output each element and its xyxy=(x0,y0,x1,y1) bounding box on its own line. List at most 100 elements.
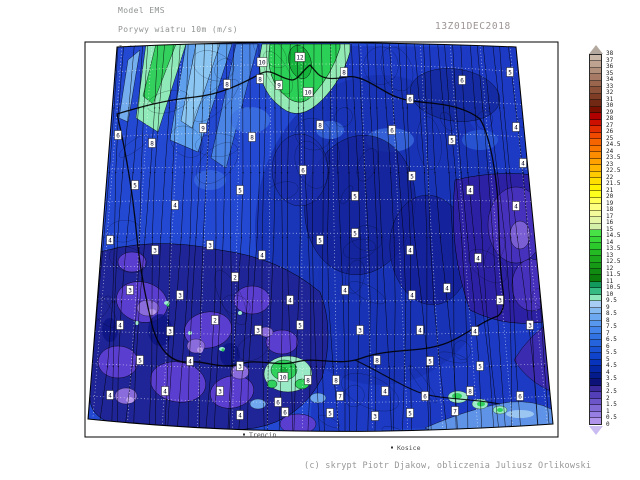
graticule-parallel xyxy=(97,298,541,302)
station-value: 8 xyxy=(316,120,324,130)
station-value: 8 xyxy=(256,74,264,84)
station-value: 3 xyxy=(496,295,504,305)
station-value: 5 xyxy=(326,408,334,418)
station-value: 8 xyxy=(148,138,156,148)
contour-line xyxy=(623,267,640,315)
station-value: 4 xyxy=(171,200,179,210)
colorbar-cell xyxy=(590,236,601,244)
colorbar-tick-label: 14 xyxy=(606,238,614,246)
station-value: 8 xyxy=(304,375,312,385)
station-value: 4 xyxy=(258,250,266,260)
svg-text:5: 5 xyxy=(478,363,482,370)
svg-text:2: 2 xyxy=(213,317,217,324)
graticule-parallel xyxy=(94,330,544,336)
station-value: 3 xyxy=(526,320,534,330)
svg-text:4: 4 xyxy=(418,327,422,334)
station-value: 4 xyxy=(106,235,114,245)
colorbar-cell xyxy=(590,55,601,62)
station-value: 4 xyxy=(286,295,294,305)
colorbar-tick-label: 26 xyxy=(606,128,614,136)
contour-line xyxy=(381,426,429,432)
station-value: 7 xyxy=(336,391,344,401)
colorbar-tick-label: 6 xyxy=(606,342,610,350)
colorbar-cell xyxy=(590,398,601,406)
station-value: 3 xyxy=(356,325,364,335)
colorbar-cell xyxy=(590,204,601,211)
colorbar-tick-label: 34 xyxy=(606,76,614,84)
colorbar-cell xyxy=(590,152,601,159)
svg-text:6: 6 xyxy=(460,77,464,84)
svg-text:4: 4 xyxy=(118,322,122,329)
colorbar-cell xyxy=(590,385,601,393)
colorbar-tick-label: 2.5 xyxy=(606,388,617,396)
colorbar-cell xyxy=(590,139,601,146)
station-value: 7 xyxy=(451,406,459,416)
svg-text:8: 8 xyxy=(306,377,310,384)
colorbar-tick-label: 21.5 xyxy=(606,180,621,188)
wind-streamline xyxy=(247,43,261,432)
station-value: 8 xyxy=(223,79,231,89)
colorbar-cell xyxy=(590,132,601,140)
colorbar-cell xyxy=(590,113,601,120)
station-value: 9 xyxy=(275,80,283,90)
contour-line xyxy=(341,373,400,412)
station-value: 4 xyxy=(406,245,414,255)
svg-text:4: 4 xyxy=(108,392,112,399)
svg-text:3: 3 xyxy=(208,242,212,249)
colorbar-over-triangle xyxy=(589,45,603,54)
station-value: 5 xyxy=(506,67,514,77)
svg-text:3: 3 xyxy=(168,328,172,335)
colorbar-cell xyxy=(590,106,601,114)
station-value: 5 xyxy=(406,408,414,418)
colorbar-cell xyxy=(590,314,601,321)
colorbar-cell xyxy=(590,340,601,347)
svg-text:10: 10 xyxy=(258,59,266,66)
colorbar-tick-label: 5.5 xyxy=(606,349,617,357)
colorbar-tick-label: 20 xyxy=(606,193,614,201)
station-value: 4 xyxy=(519,158,527,168)
wind-streamline xyxy=(302,43,312,432)
svg-text:5: 5 xyxy=(428,358,432,365)
colorbar-cell xyxy=(590,379,601,386)
contour-line xyxy=(88,70,95,101)
svg-text:4: 4 xyxy=(468,187,472,194)
colorbar-tick-label: 0.5 xyxy=(606,414,617,422)
colorbar-tick-label: 29 xyxy=(606,108,614,116)
contour-line xyxy=(48,39,71,66)
station-value: 4 xyxy=(106,390,114,400)
svg-text:4: 4 xyxy=(410,292,414,299)
contour-line xyxy=(2,291,32,322)
colorbar-cell xyxy=(590,61,601,68)
svg-text:6: 6 xyxy=(116,132,120,139)
colorbar-cell xyxy=(590,100,601,107)
colorbar-cell xyxy=(590,411,601,419)
station-value: 6 xyxy=(388,125,396,135)
svg-text:7: 7 xyxy=(453,408,457,415)
svg-text:10: 10 xyxy=(279,374,287,381)
svg-text:3: 3 xyxy=(128,287,132,294)
station-value: 8 xyxy=(248,132,256,142)
colorbar-tick-label: 32 xyxy=(606,89,614,97)
svg-text:10: 10 xyxy=(304,89,312,96)
colorbar-tick-label: 21 xyxy=(606,186,614,194)
colorbar-cell xyxy=(590,353,601,360)
colorbar-cell xyxy=(590,191,601,198)
colorbar-tick-label: 24.5 xyxy=(606,141,621,149)
station-value: 4 xyxy=(236,410,244,420)
colorbar-tick-label: 3.5 xyxy=(606,375,617,383)
colorbar-cell xyxy=(590,158,601,166)
credit-text: (c) skrypt Piotr Djakow, obliczenia Juli… xyxy=(304,461,592,471)
colorbar-tick-label: 33 xyxy=(606,82,614,90)
colorbar-tick-label: 15 xyxy=(606,225,614,233)
colorbar-cell xyxy=(590,171,601,179)
contour-line xyxy=(214,58,235,80)
colorbar-cell xyxy=(590,249,601,257)
svg-text:5: 5 xyxy=(450,137,454,144)
station-values-layer: 1012888910665689886545456554444334554433… xyxy=(106,52,534,421)
colorbar-cell xyxy=(590,87,601,94)
svg-text:5: 5 xyxy=(238,187,242,194)
colorbar-cell xyxy=(590,217,601,224)
station-value: 5 xyxy=(351,228,359,238)
contour-line xyxy=(525,0,572,21)
